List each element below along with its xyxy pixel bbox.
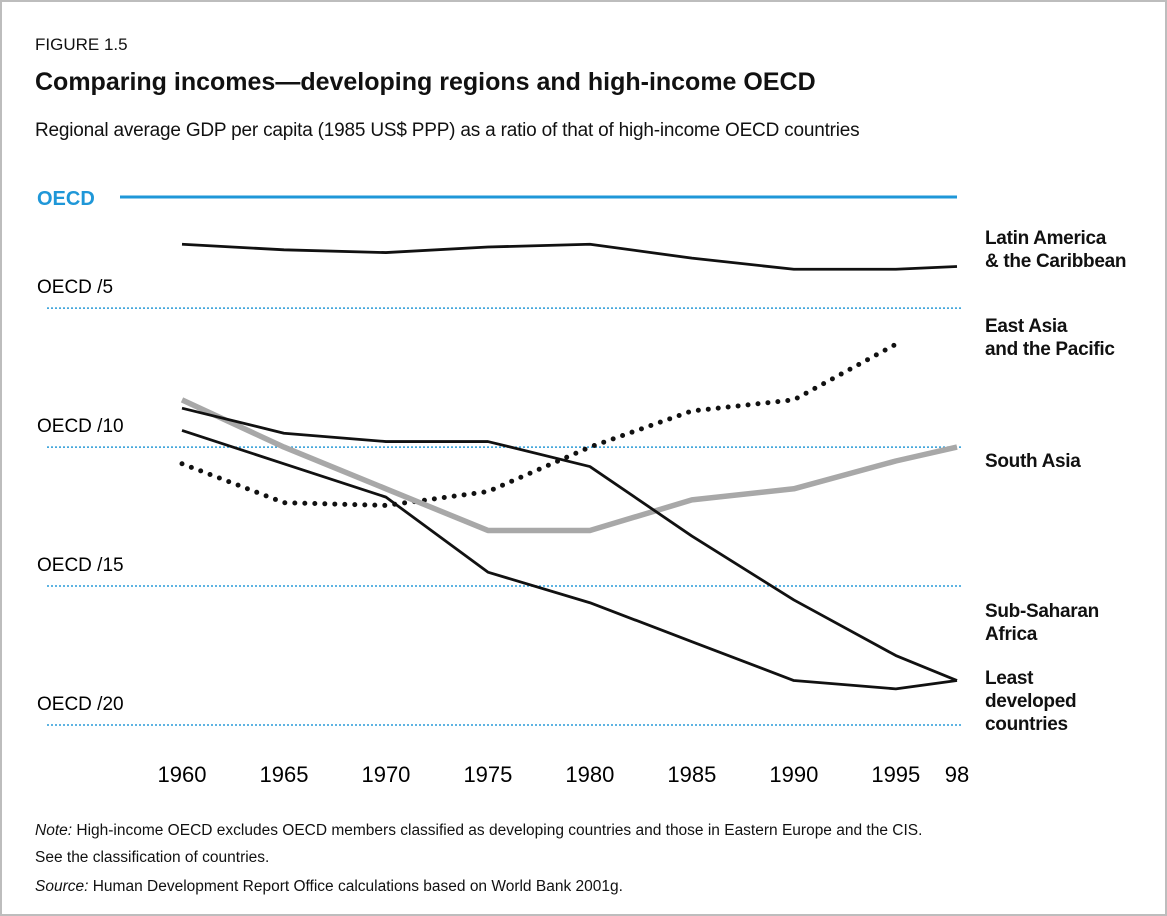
series-line — [181, 406, 958, 682]
source-text: Human Development Report Office calculat… — [92, 878, 623, 895]
note-line: See the classification of countries. — [35, 849, 270, 866]
x-tick-label: 1985 — [667, 762, 716, 787]
note-line: High-income OECD excludes OECD members c… — [76, 822, 923, 839]
series-line — [180, 397, 958, 534]
series-label: East Asia and the Pacific — [985, 316, 1115, 360]
note: Note: High-income OECD excludes OECD mem… — [35, 822, 922, 840]
series-label: South Asia — [985, 451, 1081, 472]
source: Source: Human Development Report Office … — [35, 878, 623, 896]
x-tick-label: 1995 — [871, 762, 920, 787]
y-tick-label: OECD — [37, 188, 95, 210]
figure-label: FIGURE 1.5 — [35, 35, 128, 54]
series-line — [181, 242, 958, 271]
chart-title: Comparing incomes—developing regions and… — [35, 68, 816, 96]
note-label: Note: — [35, 822, 73, 839]
series-line — [181, 429, 958, 691]
y-tick-label: OECD /15 — [37, 555, 124, 576]
x-tick-label: 98 — [945, 762, 969, 787]
series-label: Sub-Saharan Africa — [985, 601, 1099, 645]
series-label: Least developed countries — [985, 668, 1077, 735]
x-tick-label: 1980 — [565, 762, 614, 787]
x-tick-label: 1975 — [463, 762, 512, 787]
x-tick-label: 1965 — [259, 762, 308, 787]
y-tick-label: OECD /20 — [37, 694, 124, 715]
plot: OECD OECD /5 OECD /10 OECD /15 OECD /20 1960 1… — [37, 188, 969, 787]
y-tick-label: OECD /5 — [37, 277, 113, 298]
y-tick-label: OECD /10 — [37, 416, 124, 437]
chart-subtitle: Regional average GDP per capita (1985 US… — [35, 120, 860, 141]
series-label: Latin America & the Caribbean — [985, 228, 1127, 272]
x-tick-label: 1970 — [361, 762, 410, 787]
x-tick-label: 1960 — [158, 762, 207, 787]
series-line — [179, 341, 899, 508]
x-tick-label: 1990 — [769, 762, 818, 787]
source-label: Source: — [35, 878, 89, 895]
